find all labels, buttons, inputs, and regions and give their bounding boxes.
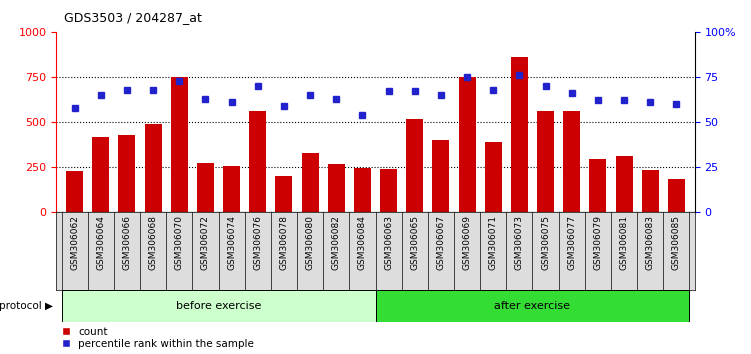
Bar	[406, 119, 424, 212]
Bar	[92, 137, 110, 212]
Text: GSM306067: GSM306067	[436, 215, 445, 270]
Text: GSM306084: GSM306084	[358, 215, 367, 270]
Bar	[616, 155, 632, 212]
Bar	[376, 290, 689, 322]
Text: GSM306077: GSM306077	[567, 215, 576, 270]
Text: GSM306081: GSM306081	[620, 215, 629, 270]
Bar	[62, 290, 376, 322]
Bar	[145, 124, 161, 212]
Text: GSM306085: GSM306085	[672, 215, 681, 270]
Text: GSM306078: GSM306078	[279, 215, 288, 270]
Legend: count, percentile rank within the sample: count, percentile rank within the sample	[62, 327, 254, 349]
Text: GSM306072: GSM306072	[201, 215, 210, 270]
Text: GDS3503 / 204287_at: GDS3503 / 204287_at	[64, 11, 202, 24]
Text: GSM306079: GSM306079	[593, 215, 602, 270]
Bar	[197, 163, 214, 212]
Text: GSM306063: GSM306063	[384, 215, 393, 270]
Bar	[66, 171, 83, 212]
Bar	[563, 111, 581, 212]
Text: GSM306070: GSM306070	[175, 215, 184, 270]
Bar	[590, 159, 606, 212]
Bar	[668, 179, 685, 212]
Text: GSM306062: GSM306062	[70, 215, 79, 270]
Bar	[170, 77, 188, 212]
Bar	[223, 166, 240, 212]
Bar	[354, 168, 371, 212]
Bar	[511, 57, 528, 212]
Text: GSM306080: GSM306080	[306, 215, 315, 270]
Text: GSM306083: GSM306083	[646, 215, 655, 270]
Text: GSM306068: GSM306068	[149, 215, 158, 270]
Bar	[459, 77, 475, 212]
Text: before exercise: before exercise	[176, 301, 261, 311]
Text: GSM306071: GSM306071	[489, 215, 498, 270]
Text: GSM306075: GSM306075	[541, 215, 550, 270]
Bar	[249, 111, 267, 212]
Bar	[641, 170, 659, 212]
Bar	[380, 169, 397, 212]
Text: GSM306065: GSM306065	[410, 215, 419, 270]
Bar	[119, 135, 135, 212]
Bar	[327, 164, 345, 212]
Bar	[484, 142, 502, 212]
Bar	[433, 140, 449, 212]
Text: GSM306074: GSM306074	[227, 215, 236, 270]
Text: GSM306066: GSM306066	[122, 215, 131, 270]
Text: protocol ▶: protocol ▶	[0, 301, 53, 311]
Text: after exercise: after exercise	[494, 301, 571, 311]
Text: GSM306069: GSM306069	[463, 215, 472, 270]
Text: GSM306073: GSM306073	[515, 215, 524, 270]
Text: GSM306082: GSM306082	[332, 215, 341, 270]
Bar	[302, 153, 318, 212]
Text: GSM306076: GSM306076	[253, 215, 262, 270]
Text: GSM306064: GSM306064	[96, 215, 105, 270]
Bar	[537, 111, 554, 212]
Bar	[276, 176, 292, 212]
